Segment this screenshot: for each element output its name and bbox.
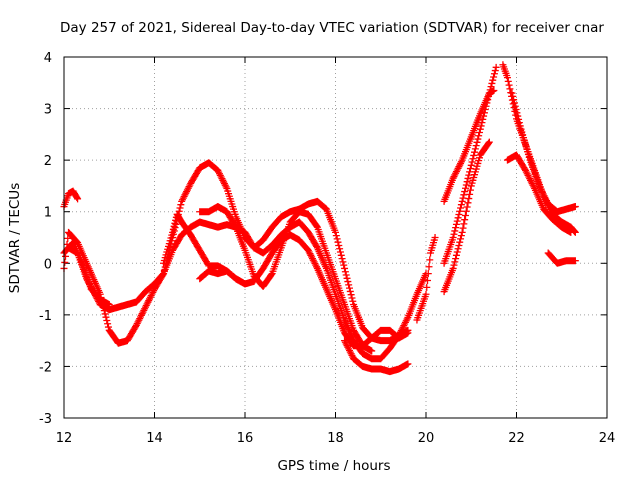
series-arc-7 bbox=[196, 267, 249, 288]
y-tick-label: -3 bbox=[39, 412, 52, 427]
series-arc-14 bbox=[503, 151, 575, 236]
data-markers bbox=[60, 61, 579, 376]
series-arc-6 bbox=[196, 203, 376, 355]
y-tick-label: 4 bbox=[44, 51, 52, 66]
x-tick-label: 22 bbox=[508, 431, 525, 446]
plus-markers bbox=[440, 63, 500, 267]
x-tick-label: 20 bbox=[418, 431, 435, 446]
plus-markers bbox=[196, 267, 249, 288]
series-arc-15 bbox=[508, 89, 579, 216]
plus-markers bbox=[341, 337, 412, 376]
y-tick-label: 1 bbox=[44, 206, 52, 221]
plus-markers bbox=[503, 151, 575, 236]
plus-markers bbox=[508, 89, 579, 216]
x-tick-label: 18 bbox=[327, 431, 344, 446]
gridlines bbox=[64, 57, 607, 418]
series-arc-2 bbox=[60, 159, 412, 347]
y-tick-label: 3 bbox=[44, 103, 52, 118]
y-tick-label: 2 bbox=[44, 154, 52, 169]
x-axis-label: GPS time / hours bbox=[277, 458, 390, 474]
plus-markers bbox=[440, 138, 493, 296]
series-arc-8 bbox=[341, 337, 412, 376]
plus-markers bbox=[60, 159, 412, 347]
series-arc-9 bbox=[413, 234, 439, 324]
y-tick-label: -1 bbox=[39, 309, 52, 324]
plus-markers bbox=[544, 249, 579, 267]
x-tick-label: 12 bbox=[56, 431, 73, 446]
y-axis-label: SDTVAR / TECUs bbox=[7, 183, 23, 293]
series-arc-11 bbox=[440, 63, 500, 267]
plot-frame bbox=[63, 56, 608, 419]
plus-markers bbox=[60, 239, 113, 309]
x-tick-label: 24 bbox=[599, 431, 616, 446]
series-arc-4 bbox=[60, 239, 113, 309]
y-tick-label: -2 bbox=[39, 360, 52, 375]
y-tick-label: 0 bbox=[44, 257, 52, 272]
plus-markers bbox=[413, 234, 439, 324]
plus-markers bbox=[196, 203, 376, 355]
chart-title: Day 257 of 2021, Sidereal Day-to-day VTE… bbox=[60, 20, 604, 36]
series-arc-16 bbox=[544, 249, 579, 267]
x-tick-label: 16 bbox=[237, 431, 254, 446]
x-tick-label: 14 bbox=[146, 431, 163, 446]
series-arc-12 bbox=[440, 138, 493, 296]
